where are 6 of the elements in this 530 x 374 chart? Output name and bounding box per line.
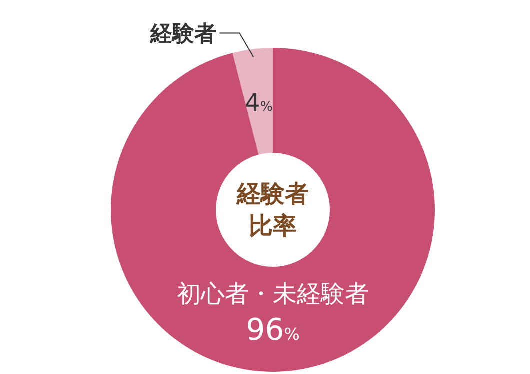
slice-label: 経験者 [236, 180, 309, 208]
data-label: 96% [246, 313, 300, 348]
data-label: 4% [245, 88, 273, 117]
slice-label: 経験者 [150, 22, 217, 48]
slice-label: 初心者・未経験者 [177, 280, 369, 308]
chart-title: 比率 [249, 212, 297, 240]
